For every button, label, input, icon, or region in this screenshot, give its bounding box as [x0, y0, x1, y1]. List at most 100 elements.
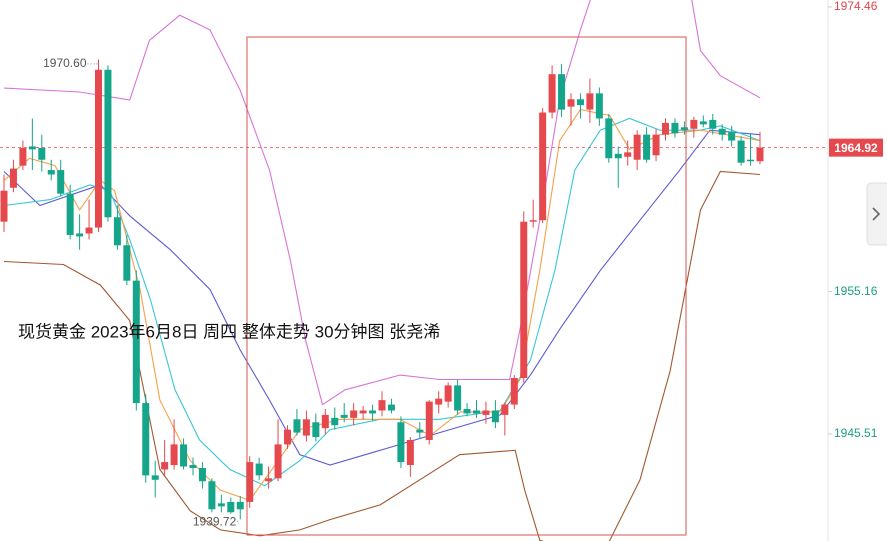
candle-body [718, 128, 726, 135]
candle-body [756, 147, 764, 162]
candle-body [643, 134, 651, 160]
candle-body [387, 404, 395, 411]
candle-body [737, 140, 745, 163]
candle-body [284, 429, 291, 445]
candle-body [595, 93, 603, 119]
candle-body [378, 400, 386, 411]
candle-body [359, 410, 367, 414]
side-button-bg[interactable] [866, 182, 887, 246]
highlight-box [246, 36, 687, 536]
candle-body [747, 159, 755, 162]
candle-body [104, 69, 112, 218]
chart-title: 现货黄金 2023年6月8日 周四 整体走势 30分钟图 张尧浠 [18, 322, 440, 341]
candle-body [491, 410, 499, 423]
candle-body [274, 444, 282, 479]
last-price-tag [829, 138, 883, 157]
candle-body [709, 119, 717, 129]
candle-body [57, 170, 65, 194]
candle-body [624, 152, 632, 157]
candle-body [312, 422, 320, 438]
indicator-line [3, 170, 761, 541]
low-label: 1939.72 [193, 514, 237, 528]
candle-body [463, 408, 471, 414]
indicator-line [3, 129, 761, 466]
candle-body [482, 410, 490, 415]
candle-body [633, 134, 641, 160]
candle-body [0, 190, 8, 222]
candle-body [699, 121, 707, 125]
candle-body [161, 462, 169, 470]
candle-body [38, 147, 46, 160]
candle-body [539, 112, 547, 221]
candle-body [217, 503, 225, 507]
candle-body [132, 280, 140, 404]
candle-body [19, 147, 27, 166]
candle-body [113, 217, 121, 246]
candle-body [180, 444, 188, 467]
candle-body [95, 69, 102, 228]
candle-body [293, 419, 301, 433]
candle-body [227, 501, 235, 513]
candle-body [236, 501, 244, 510]
candle-body [614, 153, 622, 159]
candle-body [473, 410, 480, 414]
candle-body [558, 74, 566, 110]
candle-body [76, 233, 84, 237]
candle-body [605, 118, 613, 159]
indicator-line [3, 117, 761, 487]
candle-body [671, 122, 679, 134]
candle-body [142, 403, 150, 476]
candle-body [397, 422, 405, 463]
candle-body [680, 127, 688, 131]
y-tick-label: 1945.51 [834, 426, 878, 440]
candle-body [331, 417, 339, 426]
candle-body [529, 220, 537, 222]
candle-body [265, 478, 273, 482]
side-button-arrow[interactable] [872, 207, 881, 221]
candle-body [28, 146, 36, 150]
candle-body [9, 168, 17, 188]
y-tick-label: 1974.46 [834, 0, 878, 13]
candle-body [652, 134, 660, 156]
candle-body [66, 193, 74, 235]
candle-body [548, 74, 556, 113]
candle-body [444, 385, 452, 402]
candle-body [255, 463, 263, 476]
candle-body [576, 99, 584, 106]
candle-body [416, 429, 424, 433]
candle-body [350, 410, 358, 418]
plot-area: 1970.60 1939.72 [0, 0, 828, 541]
indicator-line [3, 0, 761, 406]
candle-body [47, 170, 55, 175]
candle-body [510, 378, 518, 405]
candle-body [151, 475, 159, 480]
candle-body [567, 99, 575, 107]
candle-body [586, 93, 594, 110]
y-tick-label: 1955.16 [834, 284, 878, 298]
candle-body [198, 467, 206, 482]
candle-body [501, 404, 509, 415]
candle-body [728, 131, 736, 141]
candle-body [246, 462, 254, 502]
candle-body [690, 119, 698, 129]
high-label: 1970.60 [43, 56, 87, 70]
candle-body [425, 401, 433, 440]
candle-body [406, 439, 414, 466]
candle-body [340, 414, 348, 418]
candle-body [85, 227, 93, 234]
candle-body [321, 414, 329, 429]
candle-body [189, 465, 197, 468]
candle-body [123, 245, 131, 281]
candle-body [520, 221, 528, 379]
side-button[interactable] [866, 182, 887, 246]
candle-body [302, 419, 310, 436]
candle-body [435, 398, 443, 405]
candle-body [208, 481, 216, 510]
last-price-label: 1964.92 [834, 141, 878, 155]
candle-body [454, 385, 462, 411]
candle-body [369, 410, 377, 414]
candle-body [170, 444, 178, 466]
candle-body [662, 122, 669, 135]
